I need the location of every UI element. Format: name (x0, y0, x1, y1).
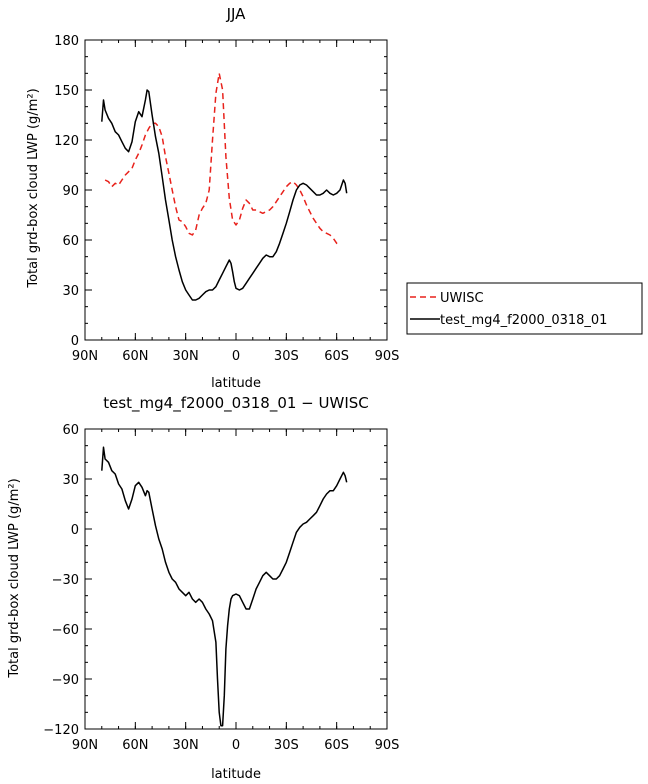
top-y-tick-label: 0 (71, 334, 79, 349)
top-y-tick-label: 180 (54, 34, 79, 49)
top-x-tick-label: 0 (232, 349, 240, 364)
top-y-tick-label: 60 (62, 234, 79, 249)
top-y-tick-label: 30 (62, 284, 79, 299)
bottom-y-tick-label: −30 (52, 573, 79, 588)
top-series-line-1 (104, 72, 341, 246)
bottom-y-axis-label: Total grd-box cloud LWP (g/m²) (7, 478, 22, 678)
bottom-x-tick-label: 90S (375, 738, 400, 753)
top-chart-title: JJA (226, 5, 247, 23)
top-y-tick-label: 90 (62, 184, 79, 199)
top-lines (101, 72, 348, 301)
top-x-tick-label: 60S (324, 349, 349, 364)
top-x-tick-label: 60N (122, 349, 148, 364)
top-plot-area (84, 39, 388, 341)
bottom-x-tick-label: 60N (122, 738, 148, 753)
bottom-chart-title: test_mg4_f2000_0318_01 − UWISC (103, 394, 369, 413)
legend-uwisc-label: UWISC (440, 291, 484, 306)
bottom-x-tick-label: 60S (324, 738, 349, 753)
top-panel: JJA Total grd-box cloud LWP (g/m²) latit… (26, 5, 399, 391)
bottom-series-line-1 (101, 446, 348, 727)
top-x-tick-label: 90N (72, 349, 98, 364)
bottom-x-axis-label: latitude (211, 767, 261, 782)
bottom-x-tick-label: 30S (274, 738, 299, 753)
legend-model-label: test_mg4_f2000_0318_01 (440, 313, 607, 328)
legend: UWISC test_mg4_f2000_0318_01 (406, 282, 643, 335)
bottom-y-tick-label: 0 (71, 523, 79, 538)
bottom-axes: 90N 60N 30N 0 30S 60S 90S −120 −90 −60 −30 0 30 60 (43, 423, 399, 753)
top-y-tick-label: 150 (54, 84, 79, 99)
top-x-axis-label: latitude (211, 376, 261, 391)
bottom-y-tick-label: 30 (62, 473, 79, 488)
bottom-y-tick-label: −60 (52, 623, 79, 638)
top-series-line-2 (101, 89, 348, 301)
bottom-y-tick-label: 60 (62, 423, 79, 438)
bottom-x-tick-label: 0 (232, 738, 240, 753)
top-y-tick-label: 120 (54, 134, 79, 149)
top-x-tick-label: 30S (274, 349, 299, 364)
bottom-y-tick-label: −120 (43, 723, 79, 738)
top-x-tick-label: 30N (173, 349, 199, 364)
bottom-panel: test_mg4_f2000_0318_01 − UWISC Total grd… (7, 394, 399, 782)
legend-box (406, 282, 643, 335)
top-axes: 90N 60N 30N 0 30S 60S 90S 0 30 60 90 120 150 180 (54, 34, 399, 364)
top-y-axis-label: Total grd-box cloud LWP (g/m²) (26, 88, 41, 288)
bottom-x-tick-label: 90N (72, 738, 98, 753)
bottom-x-tick-label: 30N (173, 738, 199, 753)
bottom-y-tick-label: −90 (52, 673, 79, 688)
top-x-tick-label: 90S (375, 349, 400, 364)
bottom-lines (101, 446, 348, 727)
